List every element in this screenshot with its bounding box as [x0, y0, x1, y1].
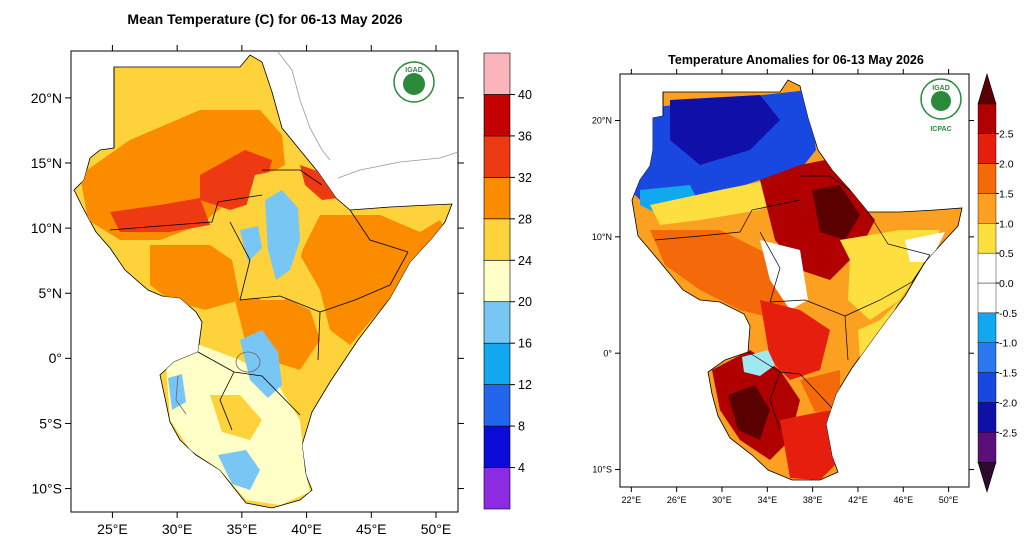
colorbar-swatch	[977, 372, 997, 403]
left-map-logo-label: IGAD	[405, 67, 423, 74]
colorbar-label: -1.0	[999, 338, 1017, 350]
colorbar-label: 1.5	[999, 188, 1014, 200]
left-map-country-borders	[109, 67, 409, 431]
colorbar-swatch	[977, 282, 997, 314]
right-map-ticks: 22°E 26°E 30°E 34°E 38°E 42°E 46°E 50°E 20°N 10°N…	[592, 69, 974, 505]
colorbar-swatch	[977, 342, 997, 373]
colorbar-swatch	[977, 402, 997, 433]
colorbar-swatch	[483, 467, 511, 510]
colorbar-label: -1.5	[999, 368, 1017, 380]
right-map-logo-sublabel: ICPAC	[930, 126, 951, 133]
x-tick-label: 50°E	[421, 521, 452, 537]
y-tick-label: 5°S	[39, 415, 62, 431]
colorbar-label: -2.5	[999, 427, 1017, 439]
colorbar-label: 1.0	[999, 218, 1014, 230]
colorbar-swatch	[483, 52, 511, 95]
x-tick-label: 26°E	[667, 495, 687, 505]
left-map-red-sea-coast	[277, 51, 331, 161]
colorbar-label: 28	[518, 212, 532, 226]
left-map-title: Mean Temperature (C) for 06-13 May 2026	[127, 11, 402, 27]
y-tick-label: 10°S	[592, 465, 612, 475]
y-tick-label: 15°N	[31, 155, 62, 171]
left-map-panel: Mean Temperature (C) for 06-13 May 2026	[31, 11, 532, 537]
colorbar-swatch	[977, 252, 997, 284]
right-map-title: Temperature Anomalies for 06-13 May 2026	[668, 53, 924, 67]
colorbar-swatch	[977, 193, 997, 224]
y-tick-label: 0°	[49, 350, 62, 366]
colorbar-swatch	[977, 103, 997, 134]
left-map-arabia-coast	[337, 151, 459, 179]
right-map-colorbar: -2.5 -2.0 -1.5 -1.0 -0.5 0.0 0.5 1.0 1.5 2.0 2.5	[977, 72, 1017, 494]
left-map-igad-logo: IGAD	[393, 61, 435, 103]
colorbar-swatch	[977, 432, 997, 463]
left-map-fields	[80, 110, 445, 505]
x-tick-label: 30°E	[162, 521, 193, 537]
x-tick-label: 45°E	[356, 521, 387, 537]
right-map-fields	[632, 90, 945, 480]
x-tick-label: 42°E	[848, 495, 868, 505]
colorbar-swatch	[483, 218, 511, 261]
colorbar-label: -2.0	[999, 397, 1017, 409]
x-tick-label: 50°E	[939, 495, 959, 505]
y-tick-label: 20°N	[31, 90, 62, 106]
colorbar-swatch	[483, 384, 511, 427]
colorbar-label: 2.0	[999, 159, 1014, 171]
left-map-colorbar: 4 8 12 16 20 24 28 32 36 40	[483, 52, 532, 510]
left-map-lake-tanganyika	[175, 375, 187, 415]
y-tick-label: 20°N	[592, 116, 612, 126]
right-map-panel: Temperature Anomalies for 06-13 May 2026	[592, 53, 1017, 505]
colorbar-swatch	[977, 163, 997, 194]
y-tick-label: 5°N	[39, 285, 63, 301]
colorbar-swatch	[483, 425, 511, 468]
x-tick-label: 22°E	[622, 495, 642, 505]
x-tick-label: 34°E	[757, 495, 777, 505]
colorbar-label: 32	[518, 171, 532, 185]
right-map-country-borders	[654, 92, 931, 431]
x-tick-label: 25°E	[97, 521, 128, 537]
colorbar-swatch	[977, 223, 997, 254]
left-map-lake-victoria	[235, 351, 261, 373]
x-tick-label: 40°E	[291, 521, 322, 537]
colorbar-swatch	[483, 135, 511, 178]
colorbar-label: 0.0	[999, 278, 1014, 290]
x-tick-label: 30°E	[712, 495, 732, 505]
colorbar-label: 20	[518, 295, 532, 309]
y-tick-label: 10°N	[31, 220, 62, 236]
x-tick-label: 46°E	[893, 495, 913, 505]
colorbar-label: 24	[518, 254, 532, 268]
y-tick-label: 0°	[603, 348, 612, 358]
left-map-ticks: 25°E 30°E 35°E 40°E 45°E 50°E 20°N 15°N 10°N 5°N 0…	[31, 45, 464, 537]
colorbar-swatch	[483, 177, 511, 220]
colorbar-label: 8	[518, 420, 525, 434]
colorbar-label: 16	[518, 337, 532, 351]
right-map-igad-logo: IGAD ICPAC	[920, 78, 962, 133]
x-tick-label: 35°E	[227, 521, 258, 537]
colorbar-label: 12	[518, 378, 532, 392]
colorbar-swatch	[483, 259, 511, 303]
colorbar-swatch	[483, 342, 511, 385]
colorbar-swatch	[483, 94, 511, 137]
colorbar-label: 2.5	[999, 129, 1014, 141]
y-tick-label: 10°N	[592, 232, 612, 242]
colorbar-swatch	[977, 312, 997, 343]
colorbar-swatch	[977, 133, 997, 164]
colorbar-label: 40	[518, 88, 532, 102]
colorbar-label: 4	[518, 461, 525, 475]
x-tick-label: 38°E	[803, 495, 823, 505]
right-map-logo-label: IGAD	[932, 85, 950, 92]
colorbar-end-cap-low	[977, 461, 997, 494]
y-tick-label: 10°S	[31, 480, 62, 496]
colorbar-swatch	[483, 301, 511, 344]
colorbar-label: -0.5	[999, 308, 1017, 320]
colorbar-label: 36	[518, 129, 532, 143]
colorbar-label: 0.5	[999, 248, 1014, 260]
colorbar-end-cap-high	[977, 72, 997, 105]
